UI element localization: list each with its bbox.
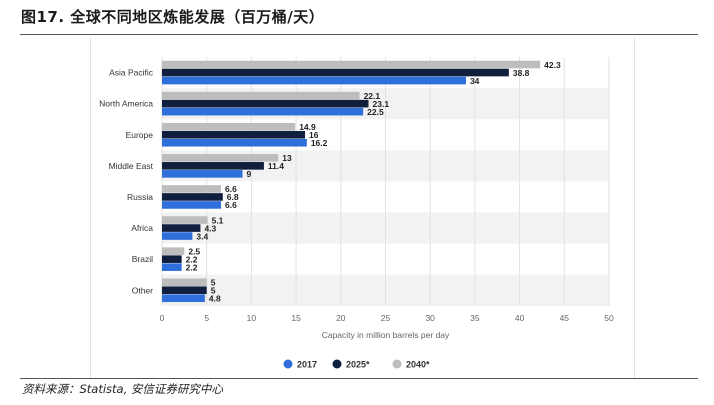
x-axis-title: Capacity in million barrels per day: [322, 330, 450, 340]
bar-2040-africa: [162, 216, 208, 224]
data-label: 14.9: [299, 122, 316, 132]
bar-2017-other: [162, 294, 205, 303]
bar-2040-brazil: [162, 247, 185, 255]
bar-2025-brazil: [162, 255, 182, 263]
category-label: Russia: [127, 192, 153, 202]
data-label: 5: [211, 285, 216, 295]
x-tick-label: 35: [470, 313, 480, 323]
category-label: Other: [132, 285, 153, 295]
category-label: Middle East: [109, 161, 154, 171]
data-label: 16.2: [311, 138, 328, 148]
data-label: 2.2: [186, 262, 198, 272]
data-label: 16: [309, 130, 319, 140]
x-tick-label: 40: [515, 313, 525, 323]
x-tick-label: 45: [560, 313, 570, 323]
data-label: 34: [470, 76, 480, 86]
data-label: 38.8: [513, 68, 530, 78]
x-tick-label: 5: [204, 313, 209, 323]
bar-2040-middle-east: [162, 154, 279, 162]
bar-2040-other: [162, 278, 207, 287]
category-label: Europe: [126, 130, 154, 140]
source-note: 资料来源：Statista, 安信证券研究中心: [22, 382, 223, 396]
data-label: 6.6: [225, 184, 237, 194]
data-label: 4.8: [209, 293, 221, 303]
data-label: 23.1: [373, 99, 390, 109]
x-tick-label: 20: [336, 313, 346, 323]
bar-2040-asia-pacific: [162, 60, 541, 69]
x-tick-label: 0: [160, 313, 165, 323]
data-label: 5: [211, 277, 216, 287]
data-label: 2.2: [186, 254, 198, 264]
bar-chart: 0 5 10 15 20 25 30 35 40 45 50 Capacity in million …: [99, 57, 614, 370]
bar-2017-middle-east: [162, 170, 243, 178]
bar-2017-asia-pacific: [162, 76, 466, 85]
x-tick-label: 30: [425, 313, 435, 323]
legend-label: 2017: [297, 360, 317, 370]
category-label: Asia Pacific: [109, 68, 154, 78]
bar-2025-russia: [162, 193, 223, 201]
chart-panel: 0 5 10 15 20 25 30 35 40 45 50 Capacity in million …: [90, 38, 635, 378]
data-label: 4.3: [204, 223, 216, 233]
bar-2017-brazil: [162, 263, 182, 271]
data-label: 22.1: [364, 91, 381, 101]
data-label: 22.5: [367, 107, 384, 117]
bar-2017-north-america: [162, 107, 364, 116]
data-label: 6.8: [227, 192, 239, 202]
data-label: 42.3: [544, 60, 561, 70]
bar-2025-europe: [162, 130, 306, 139]
legend-marker-2017: [283, 359, 293, 369]
data-label: 2.5: [188, 246, 200, 256]
x-tick-label: 25: [381, 313, 391, 323]
data-label: 13: [282, 153, 292, 163]
category-label: Brazil: [132, 254, 153, 264]
data-label: 3.4: [196, 231, 208, 241]
legend-marker-2025: [332, 359, 342, 369]
category-label: Africa: [131, 223, 153, 233]
legend-label: 2040*: [406, 360, 430, 370]
bar-2017-russia: [162, 201, 222, 209]
bar-2025-north-america: [162, 99, 369, 108]
data-label: 5.1: [212, 215, 224, 225]
data-label: 6.6: [225, 200, 237, 210]
data-label: 11.4: [268, 161, 284, 171]
source-rule: [20, 378, 698, 379]
x-tick-label: 10: [247, 313, 257, 323]
x-tick-label: 15: [291, 313, 301, 323]
figure-title: 图17. 全球不同地区炼能发展（百万桶/天）: [21, 8, 325, 26]
bar-2017-africa: [162, 232, 193, 240]
x-tick-label: 50: [604, 313, 614, 323]
bar-2040-north-america: [162, 91, 360, 100]
bar-2025-other: [162, 286, 207, 295]
bar-2040-russia: [162, 185, 222, 193]
bar-2025-middle-east: [162, 162, 264, 170]
title-rule: [20, 34, 698, 35]
legend-label: 2025*: [346, 360, 370, 370]
legend-marker-2040: [392, 359, 402, 369]
bar-2025-africa: [162, 224, 201, 232]
bar-2040-europe: [162, 122, 296, 131]
category-label: North America: [99, 99, 153, 109]
data-label: 9: [246, 169, 251, 179]
bar-2017-europe: [162, 138, 307, 147]
bar-2025-asia-pacific: [162, 68, 509, 77]
